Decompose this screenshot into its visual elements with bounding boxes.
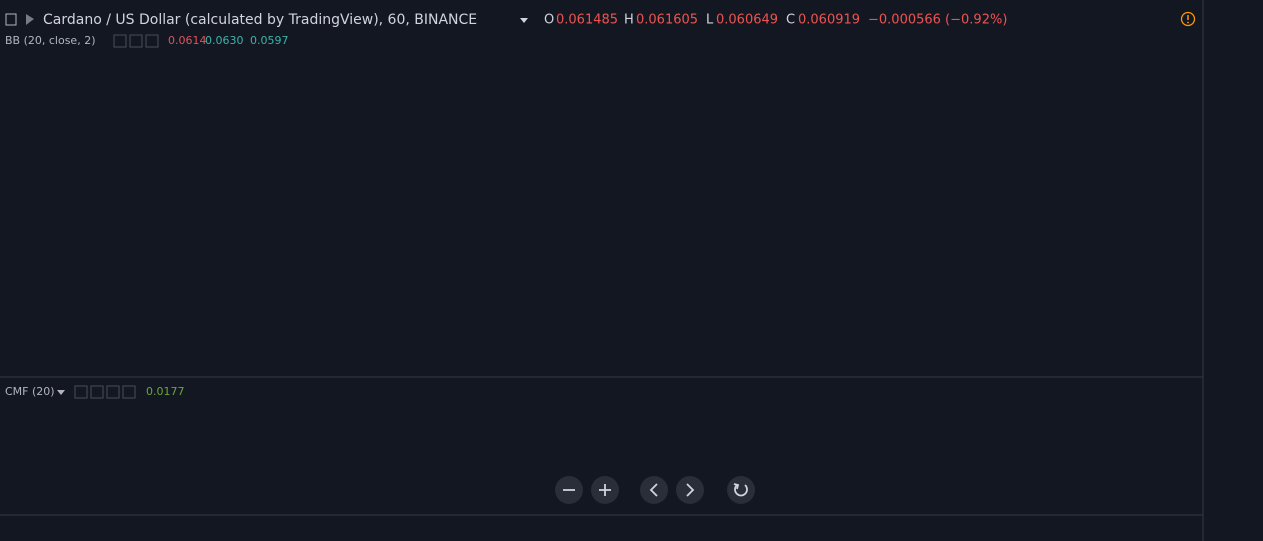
bb-value: 0.0597: [250, 34, 289, 47]
symbol-icon: [26, 14, 34, 25]
indicator-name: CMF (20): [5, 385, 55, 398]
collapse-icon[interactable]: [5, 13, 17, 26]
alert-icon[interactable]: [1180, 11, 1196, 27]
bb-value: 0.0614: [168, 34, 207, 47]
alert-icon: [1187, 21, 1189, 24]
symbol-title: Cardano / US Dollar (calculated by Tradi…: [43, 12, 477, 28]
ohlc-value: 0.060649: [716, 13, 778, 28]
indicator-icons[interactable]: [74, 385, 136, 399]
reset[interactable]: [727, 476, 755, 504]
ohlc-value: 0.061485: [556, 13, 618, 28]
bb-value: 0.0630: [205, 34, 244, 47]
ohlc-label: C: [786, 13, 795, 28]
indicator-icons[interactable]: [113, 34, 159, 48]
indicator-name: BB (20, close, 2): [5, 34, 96, 47]
ohlc-value: 0.060919: [798, 13, 860, 28]
cmf-value: 0.0177: [146, 385, 185, 398]
ohlc-label: O: [544, 13, 554, 28]
ohlc-label: H: [624, 13, 634, 28]
nav-buttons: [555, 476, 755, 504]
ohlc-label: L: [706, 13, 714, 28]
scroll-right[interactable]: [676, 476, 704, 504]
ohlc-value: 0.061605: [636, 13, 698, 28]
dropdown[interactable]: [57, 390, 65, 395]
dropdown[interactable]: [520, 18, 528, 23]
change: −0.000566 (−0.92%): [868, 13, 1007, 28]
scroll-left[interactable]: [640, 476, 668, 504]
